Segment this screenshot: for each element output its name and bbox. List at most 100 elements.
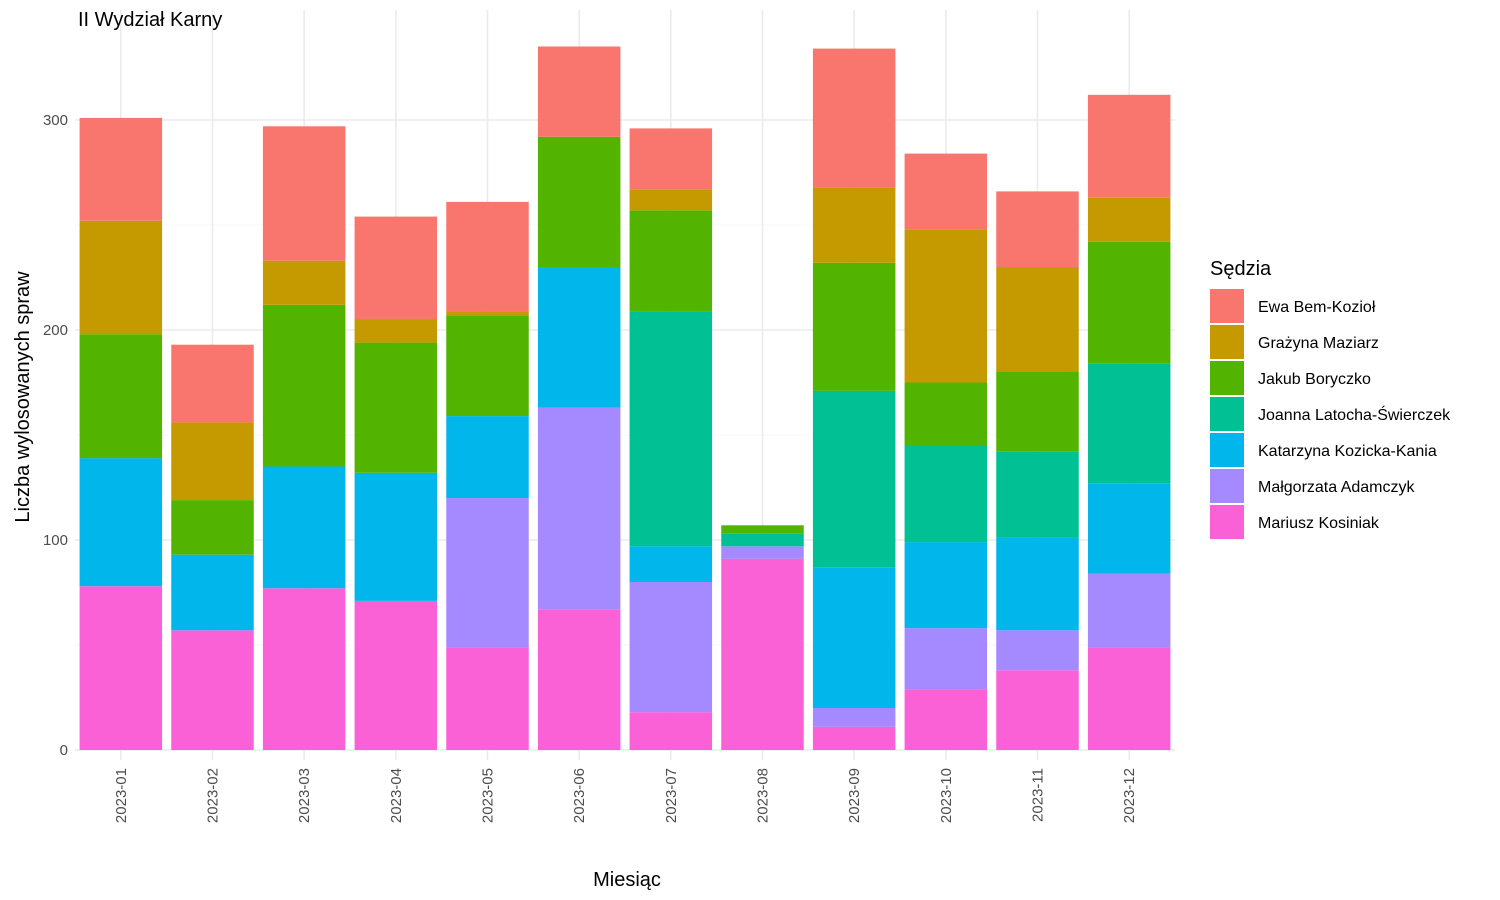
legend-label: Joanna Latocha-Świerczek	[1258, 405, 1451, 424]
bar-segment	[996, 537, 1079, 631]
bar-segment	[1087, 241, 1171, 364]
bar-segment	[996, 630, 1079, 671]
x-tick-label: 2023-07	[663, 768, 680, 823]
bar-segment	[629, 210, 713, 312]
legend-item: Małgorzata Adamczyk	[1210, 469, 1416, 503]
x-tick-label: 2023-04	[388, 768, 405, 823]
bar-segment	[1087, 94, 1171, 198]
bar-segment	[354, 216, 438, 320]
bar-segment	[904, 542, 988, 629]
bar-segment	[262, 304, 346, 467]
bar-segment	[79, 220, 163, 335]
x-tick-label: 2023-09	[846, 768, 863, 823]
bar-segment	[904, 153, 988, 230]
legend-label: Katarzyna Kozicka-Kania	[1258, 443, 1437, 460]
bar-segment	[996, 451, 1079, 538]
legend-label: Jakub Boryczko	[1258, 371, 1371, 388]
legend-item: Mariusz Kosiniak	[1210, 505, 1380, 539]
bar-segment	[629, 546, 713, 582]
bar-segment	[262, 588, 346, 750]
y-tick-label: 200	[43, 322, 68, 339]
bar-segment	[262, 466, 346, 589]
bar-segment	[79, 458, 163, 587]
bar-segment	[812, 48, 896, 188]
legend-item: Jakub Boryczko	[1210, 361, 1371, 395]
bar-segment	[1087, 363, 1171, 484]
bar-segment	[171, 344, 254, 423]
legend-items: Ewa Bem-Kozioł Grażyna Maziarz Jakub Boryc…	[1210, 289, 1451, 539]
y-tick-label: 300	[43, 112, 68, 129]
bar-segment	[812, 708, 896, 727]
bar-segment	[721, 546, 804, 559]
bar-segment	[537, 136, 621, 267]
legend-label: Ewa Bem-Kozioł	[1258, 299, 1376, 316]
bar-segment	[79, 334, 163, 459]
legend-item: Katarzyna Kozicka-Kania	[1210, 433, 1437, 467]
bar-segment	[629, 712, 713, 750]
bar-segment	[537, 46, 621, 137]
bar-segment	[996, 267, 1079, 372]
legend-label: Mariusz Kosiniak	[1258, 515, 1380, 532]
legend-title: Sędzia	[1210, 258, 1272, 280]
bar-segment	[1087, 647, 1171, 750]
bar-segment	[904, 445, 988, 543]
bar-segment	[79, 586, 163, 750]
bar-segment	[812, 390, 896, 568]
bar-segment	[904, 382, 988, 446]
bar-segment	[1087, 573, 1171, 648]
bar-segment	[171, 422, 254, 501]
x-axis-title: Miesiąc	[593, 869, 661, 891]
bar-segment	[354, 319, 438, 343]
x-tick-label: 2023-03	[296, 768, 313, 823]
bar-segment	[446, 201, 529, 312]
y-tick-label: 100	[43, 532, 68, 549]
legend-swatch	[1210, 325, 1244, 359]
bar-segment	[996, 191, 1079, 267]
bar-segment	[812, 262, 896, 391]
bar-segment	[171, 630, 254, 750]
y-axis-title: Liczba wylosowanych spraw	[12, 271, 34, 523]
x-tick-label: 2023-06	[571, 768, 588, 823]
bar-segment	[904, 229, 988, 383]
legend-item: Ewa Bem-Kozioł	[1210, 289, 1376, 323]
bar-segment	[629, 311, 713, 547]
chart-title: II Wydział Karny	[78, 9, 222, 31]
bar-segment	[171, 554, 254, 631]
bar-segment	[1087, 197, 1171, 242]
bar-segment	[1087, 483, 1171, 574]
legend-swatch	[1210, 505, 1244, 539]
bar-segment	[537, 267, 621, 408]
bar-segment	[537, 407, 621, 610]
y-tick-label: 0	[60, 742, 68, 759]
legend-swatch	[1210, 289, 1244, 323]
x-tick-labels: 2023-01 2023-02 2023-03 2023-04 2023-05 2023-…	[113, 768, 1138, 823]
bar-segment	[721, 525, 804, 534]
bar-segment	[721, 533, 804, 547]
bar-segment	[904, 689, 988, 750]
bar-segment	[446, 647, 529, 750]
x-tick-label: 2023-02	[205, 768, 222, 823]
bar-segment	[629, 189, 713, 211]
legend-item: Grażyna Maziarz	[1210, 325, 1379, 359]
bar-segment	[262, 260, 346, 305]
bar-segment	[354, 600, 438, 750]
bars	[79, 46, 1171, 750]
x-tick-label: 2023-12	[1121, 768, 1138, 823]
bar-segment	[904, 628, 988, 690]
bar-segment	[171, 500, 254, 555]
x-tick-label: 2023-10	[938, 768, 955, 823]
y-tick-labels: 0 100 200 300	[43, 112, 68, 759]
legend-swatch	[1210, 361, 1244, 395]
bar-segment	[446, 498, 529, 648]
bar-segment	[996, 670, 1079, 750]
bar-segment	[812, 567, 896, 708]
legend: Sędzia Ewa Bem-Kozioł Grażyna Maziarz Jaku…	[1210, 258, 1451, 539]
bar-segment	[629, 128, 713, 190]
bar-segment	[996, 372, 1079, 452]
legend-swatch	[1210, 469, 1244, 503]
x-tick-label: 2023-11	[1030, 768, 1047, 822]
bar-segment	[446, 311, 529, 316]
bar-segment	[446, 416, 529, 498]
legend-swatch	[1210, 397, 1244, 431]
